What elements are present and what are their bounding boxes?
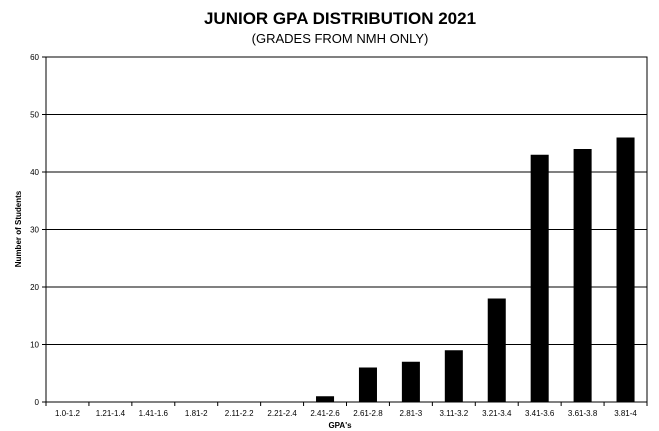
bar-3.61-3.8: [573, 149, 592, 402]
x-tick-label: 2.21-2.4: [267, 409, 297, 418]
x-tick-label: 1.41-1.6: [139, 409, 169, 418]
x-tick-label: 1.21-1.4: [96, 409, 126, 418]
y-axis-label: Number of Students: [14, 190, 23, 267]
y-tick-label: 20: [30, 283, 39, 292]
x-tick-label: 2.41-2.6: [310, 409, 340, 418]
y-tick-label: 40: [30, 168, 39, 177]
bar-3.41-3.6: [530, 154, 549, 402]
x-tick-label: 3.61-3.8: [568, 409, 598, 418]
x-tick-label: 3.11-3.2: [439, 409, 468, 418]
y-tick-label: 60: [30, 53, 39, 62]
bar-3.21-3.4: [487, 298, 506, 402]
bar-3.81-4: [616, 137, 635, 402]
gridlines: [46, 114, 647, 345]
x-tick-label: 3.41-3.6: [525, 409, 555, 418]
bar-2.41-2.6: [316, 396, 335, 402]
bar-2.61-2.8: [358, 367, 377, 402]
x-tick-label: 1.81-2: [185, 409, 208, 418]
bars: [316, 137, 635, 402]
x-tick-label: 2.61-2.8: [353, 409, 383, 418]
x-tick-label: 1.0-1.2: [55, 409, 80, 418]
x-tick-label: 2.11-2.2: [225, 409, 254, 418]
x-axis-label: GPA's: [328, 421, 352, 430]
y-tick-label: 0: [35, 398, 40, 407]
x-tick-label: 3.81-4: [614, 409, 637, 418]
y-tick-label: 30: [30, 226, 39, 235]
y-tick-label: 10: [30, 341, 39, 350]
bar-2.81-3: [401, 361, 420, 402]
chart-title: JUNIOR GPA DISTRIBUTION 2021: [204, 9, 476, 28]
y-tick-label: 50: [30, 111, 39, 120]
x-tick-label: 3.21-3.4: [482, 409, 512, 418]
x-axis-ticks: 1.0-1.2 1.21-1.4 1.41-1.6 1.81-2 2.11-2.2 2.2…: [45, 402, 648, 418]
y-axis-ticks: 0 10 20 30 40 50 60: [30, 53, 46, 407]
bar-3.11-3.2: [444, 350, 463, 402]
chart-subtitle: (GRADES FROM NMH ONLY): [252, 31, 429, 46]
x-tick-label: 2.81-3: [400, 409, 423, 418]
